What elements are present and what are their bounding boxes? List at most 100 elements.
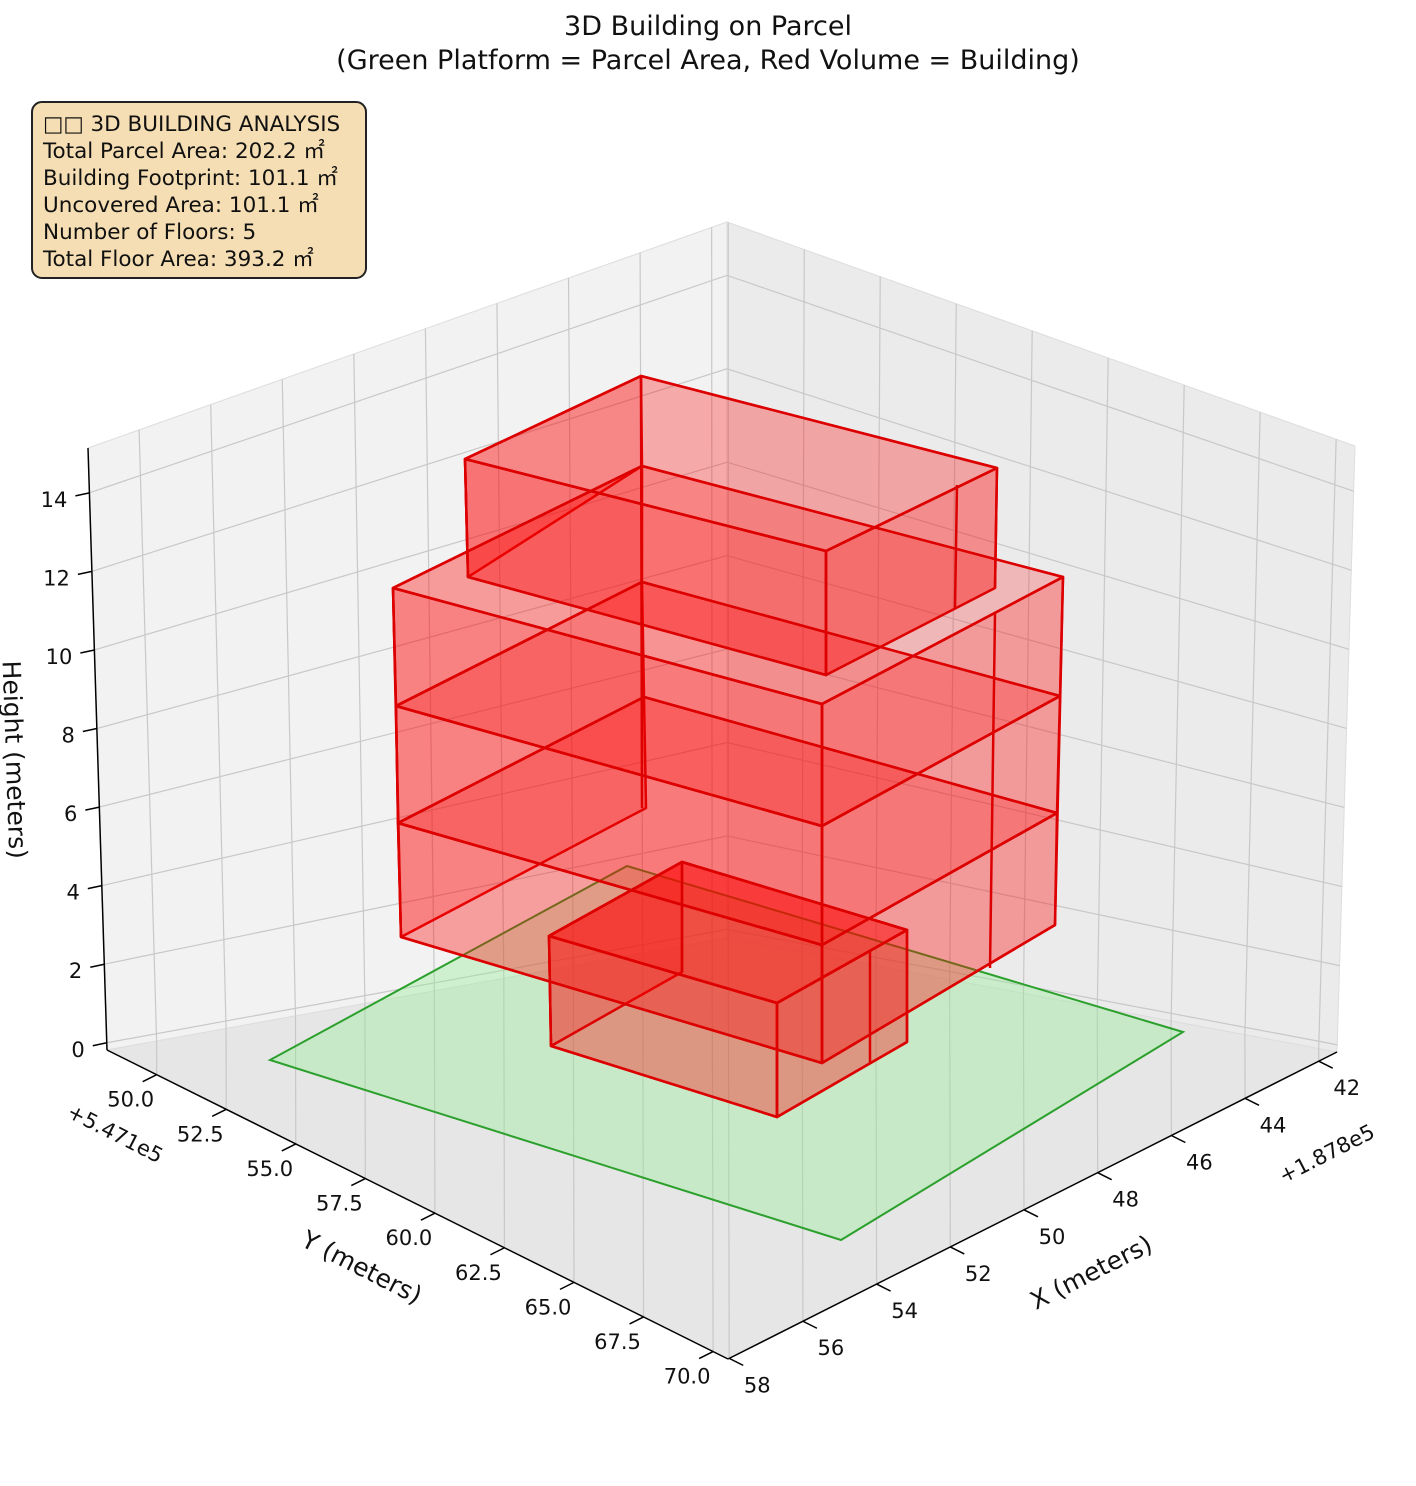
y-tick-label: 55.0 xyxy=(246,1157,293,1181)
floor-edge xyxy=(641,580,1061,698)
x-tick-mark xyxy=(1023,1209,1039,1218)
z-tick-label: 0 xyxy=(71,1038,84,1062)
x-grid-line xyxy=(875,965,878,1285)
top-floor-edge xyxy=(825,466,998,553)
z-axis-label: Height (meters) xyxy=(0,660,32,859)
info-line: Total Floor Area: 393.2 ㎡ xyxy=(43,247,314,272)
y-tick-label: 57.5 xyxy=(316,1192,363,1216)
z-tick-label: 2 xyxy=(69,959,82,983)
axis-lines xyxy=(87,447,1338,1360)
y-grid-line-wall xyxy=(210,404,227,1029)
x-tick-label: 54 xyxy=(891,1299,918,1323)
info-line: Number of Floors: 5 xyxy=(43,220,257,245)
grid-lines xyxy=(89,222,1354,1359)
z-grid-line xyxy=(101,741,1343,888)
y-tick-label: 60.0 xyxy=(386,1226,433,1250)
y-grid-line-wall xyxy=(424,328,435,991)
x-tick-mark xyxy=(1244,1097,1260,1107)
y-tick-mark xyxy=(351,1177,366,1187)
x-grid-line-wall xyxy=(949,303,957,980)
y-grid-line xyxy=(572,965,575,1283)
x-grid-line-wall xyxy=(1318,439,1337,1049)
x-tick-label: 52 xyxy=(965,1262,992,1286)
y-tick-mark xyxy=(629,1316,644,1325)
y-tick-mark xyxy=(211,1108,227,1117)
y-tick-label: 65.0 xyxy=(525,1295,572,1319)
y-grid-line xyxy=(433,990,436,1214)
chart-title: 3D Building on Parcel (Green Platform = … xyxy=(0,10,1416,78)
x-grid-line xyxy=(949,979,951,1247)
tick-marks: 0246810121450.052.555.057.560.062.565.06… xyxy=(41,488,1360,1398)
info-line: Uncovered Area: 101.1 ㎡ xyxy=(43,193,319,218)
x-grid-line xyxy=(1022,993,1025,1210)
y-tick-mark xyxy=(490,1247,505,1256)
x-offset-label: +1.878e5 xyxy=(1275,1119,1379,1188)
y-tick-mark xyxy=(698,1350,714,1360)
y-tick-mark xyxy=(559,1281,575,1291)
y-grid-line-wall xyxy=(353,353,366,1004)
x-tick-label: 50 xyxy=(1039,1225,1066,1249)
analysis-info-box: □□ 3D BUILDING ANALYSIS Total Parcel Are… xyxy=(31,101,367,279)
x-tick-mark xyxy=(802,1320,818,1329)
floor-edge xyxy=(641,464,1064,579)
z-grid-line xyxy=(104,835,1340,967)
y-grid-line xyxy=(711,940,714,1352)
y-grid-line-wall xyxy=(496,303,505,979)
x-tick-label: 46 xyxy=(1186,1151,1213,1175)
z-tick-mark xyxy=(92,1042,107,1047)
chart-title-line2: (Green Platform = Parcel Area, Red Volum… xyxy=(336,45,1080,76)
x-grid-line-wall xyxy=(1096,357,1109,1008)
y-tick-label: 52.5 xyxy=(177,1122,224,1146)
top-floor-edge xyxy=(463,374,828,677)
x-tick-mark xyxy=(1097,1171,1112,1181)
z-grid-line xyxy=(96,555,1347,730)
x-grid-line xyxy=(801,952,804,1322)
z-grid-line xyxy=(106,928,1338,1046)
floor-edge xyxy=(821,576,1065,1065)
x-grid-line-wall xyxy=(1022,330,1033,994)
z-tick-label: 8 xyxy=(61,724,74,748)
z-tick-mark xyxy=(75,492,90,497)
z-tick-label: 14 xyxy=(41,488,68,512)
z-grid-line xyxy=(91,368,1352,572)
y-grid-line xyxy=(503,978,506,1248)
floor-edge xyxy=(395,580,643,708)
back-vertical-edge xyxy=(639,375,644,809)
y-grid-line-wall xyxy=(567,278,574,966)
z-grid-line xyxy=(89,274,1354,494)
z-tick-label: 12 xyxy=(43,566,70,590)
x-grid-line-wall xyxy=(1244,412,1261,1035)
z-tick-label: 10 xyxy=(46,645,73,669)
z-grid-line xyxy=(94,461,1350,651)
info-line: Building Footprint: 101.1 ㎡ xyxy=(43,166,338,191)
z-tick-mark xyxy=(90,963,105,968)
x-grid-line-wall xyxy=(875,276,881,966)
back-panes xyxy=(87,221,1356,1360)
x-tick-label: 44 xyxy=(1260,1113,1287,1137)
y-axis-line xyxy=(106,1049,729,1360)
z-tick-mark xyxy=(77,570,93,576)
y-grid-line xyxy=(642,953,645,1317)
x-tick-label: 58 xyxy=(744,1373,771,1397)
floor-edge xyxy=(392,464,643,590)
parcel-platform xyxy=(267,864,1186,1242)
y-grid-line-wall xyxy=(281,379,297,1016)
chart-title-line1: 3D Building on Parcel xyxy=(564,11,852,42)
z-tick-mark xyxy=(87,884,102,890)
x-tick-label: 48 xyxy=(1112,1188,1139,1212)
x-tick-mark xyxy=(728,1357,744,1367)
x-grid-line-wall xyxy=(801,249,805,953)
z-tick-label: 6 xyxy=(64,802,77,826)
floor-edge xyxy=(397,695,645,825)
top-floor-edge xyxy=(953,484,959,609)
y-tick-label: 62.5 xyxy=(455,1261,502,1285)
y-tick-label: 70.0 xyxy=(664,1365,711,1389)
floor-edge xyxy=(643,695,1058,815)
y-tick-label: 67.5 xyxy=(594,1330,641,1354)
y-tick-mark xyxy=(142,1074,158,1083)
floor-edge xyxy=(391,587,823,1065)
z-tick-label: 4 xyxy=(66,881,79,905)
floor-edge xyxy=(988,613,997,969)
x-tick-mark xyxy=(1318,1060,1334,1069)
